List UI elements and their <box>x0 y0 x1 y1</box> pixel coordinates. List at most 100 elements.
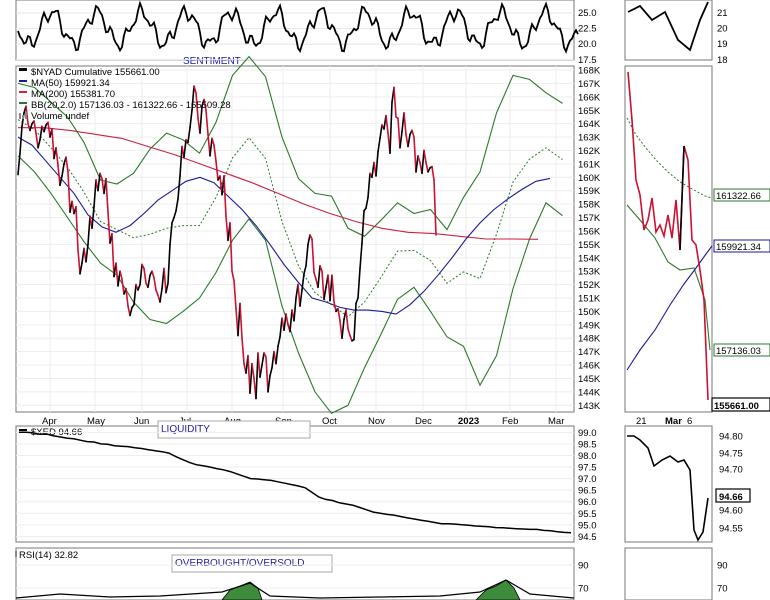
main-xtick: Oct <box>322 416 337 427</box>
nyad-segment <box>133 283 137 306</box>
nyad-segment <box>307 234 311 246</box>
nyad-segment <box>115 262 119 287</box>
nyad-segment <box>303 265 307 275</box>
nyad-segment <box>193 85 197 94</box>
nyad-segment <box>393 86 397 118</box>
liq-zoom-ytick: 94.55 <box>719 524 743 535</box>
xed-zoom-line <box>627 435 709 542</box>
nyad-segment <box>433 179 437 236</box>
nyad-segment <box>205 109 209 136</box>
nyad-segment <box>51 128 55 160</box>
nyad-segment <box>255 352 259 400</box>
nyad-segment <box>305 243 309 267</box>
rsi-zoom-ytick: 90 <box>717 561 728 572</box>
nyad-segment <box>183 138 187 158</box>
nyad-segment <box>269 366 273 377</box>
nyad-segment <box>65 156 69 173</box>
liq-ytick: 97.0 <box>578 474 597 485</box>
rsi-ytick: 90 <box>578 561 589 572</box>
nyad-segment <box>209 137 213 157</box>
rsi-line <box>15 579 575 599</box>
nyad-segment <box>179 145 183 177</box>
nyad-segment <box>173 210 177 219</box>
legend-swatch-ma200 <box>19 91 27 93</box>
nyad-segment <box>313 271 317 281</box>
main-ytick: 153K <box>578 267 601 278</box>
nyad-segment <box>189 109 193 129</box>
panel-frame-3 <box>624 65 713 413</box>
nyad-segment <box>125 287 129 307</box>
legend-swatch-ma50 <box>19 80 27 82</box>
nyad-segment <box>389 101 393 154</box>
nyad-segment <box>283 313 287 331</box>
legend-ma50: MA(50) 159921.34 <box>31 78 110 89</box>
rsi-panel: OVERBOUGHT/OVERSOLD RSI(14) 32.82 90 70 90… <box>15 550 728 600</box>
main-ytick: 163K <box>578 133 601 144</box>
panel-frame-2 <box>15 65 575 413</box>
nyad-segment <box>411 129 415 138</box>
legend-swatch-volume <box>19 113 21 119</box>
nyad-segment <box>233 279 237 310</box>
liquidity-panel: LIQUIDITY $XED 94.66 94.66 99.098.598.09… <box>16 420 751 543</box>
nyad-segment <box>367 172 371 199</box>
main-ytick: 154K <box>578 253 601 264</box>
nyad-segment <box>129 306 133 317</box>
nyad-segment <box>191 85 195 112</box>
liq-ytick: 98.0 <box>578 451 597 462</box>
liq-ytick: 97.5 <box>578 463 597 474</box>
nyad-segment <box>195 92 199 120</box>
legend-rsi: RSI(14) 32.82 <box>19 550 78 561</box>
nyad-segment <box>321 270 325 301</box>
nyad-segment <box>375 151 379 177</box>
liq-ytick: 94.5 <box>578 532 597 543</box>
main-ytick: 150K <box>578 307 601 318</box>
nyad-segment <box>265 356 269 393</box>
nyad-segment <box>159 287 163 303</box>
nyad-segment <box>21 112 25 128</box>
main-xtick: Mar <box>548 416 564 427</box>
nyad-segment <box>97 172 101 192</box>
nyad-segment <box>93 179 97 208</box>
main-ytick: 167K <box>578 79 601 90</box>
liq-ytick: 96.5 <box>578 486 597 497</box>
zoom-bb-lower <box>626 204 711 351</box>
main-xtick: Feb <box>502 416 518 427</box>
nyad-segment <box>377 137 381 153</box>
nyad-segment <box>155 289 159 297</box>
nyad-segment <box>33 120 37 134</box>
nyad-segment <box>39 125 43 141</box>
nyad-segment <box>79 262 83 275</box>
nyad-segment <box>399 130 403 149</box>
liq-ytick: 96.0 <box>578 497 597 508</box>
legend-nyad: $NYAD Cumulative 155661.00 <box>31 67 160 78</box>
nyad-segment <box>251 362 255 380</box>
nyad-segment <box>431 165 435 181</box>
main-xtick: Dec <box>415 416 432 427</box>
overbought-label: OVERBOUGHT/OVERSOLD <box>175 558 304 569</box>
rsi-overbought-fill <box>221 581 263 600</box>
main-ytick: 144K <box>578 387 601 398</box>
sent-zoom-ytick: 18 <box>717 55 728 66</box>
main-ytick: 143K <box>578 401 601 412</box>
nyad-segment <box>275 345 279 365</box>
legend-swatch-nyad <box>19 68 27 71</box>
main-ytick: 151K <box>578 294 601 305</box>
sent-ytick: 25.0 <box>578 8 597 19</box>
zoom-nyad-line <box>627 71 709 401</box>
legend-bb: BB(20,2.0) 157136.03 - 161322.66 - 16550… <box>31 100 231 111</box>
nyad-segment <box>231 270 235 282</box>
nyad-segment <box>163 267 167 294</box>
nyad-segment <box>267 374 271 393</box>
nyad-segment <box>17 152 21 176</box>
nyad-segment <box>277 336 281 348</box>
nyad-segment <box>279 317 283 338</box>
nyad-segment <box>151 270 155 279</box>
main-ytick: 160K <box>578 173 601 184</box>
tag-bb-low: 157136.03 <box>716 346 761 357</box>
main-ytick: 162K <box>578 146 601 157</box>
panel-frame-0 <box>15 0 575 61</box>
nyad-segment <box>175 197 179 212</box>
tag-last: 155661.00 <box>714 401 759 412</box>
nyad-segment <box>199 105 203 134</box>
rsi-overbought-fill <box>475 579 521 600</box>
